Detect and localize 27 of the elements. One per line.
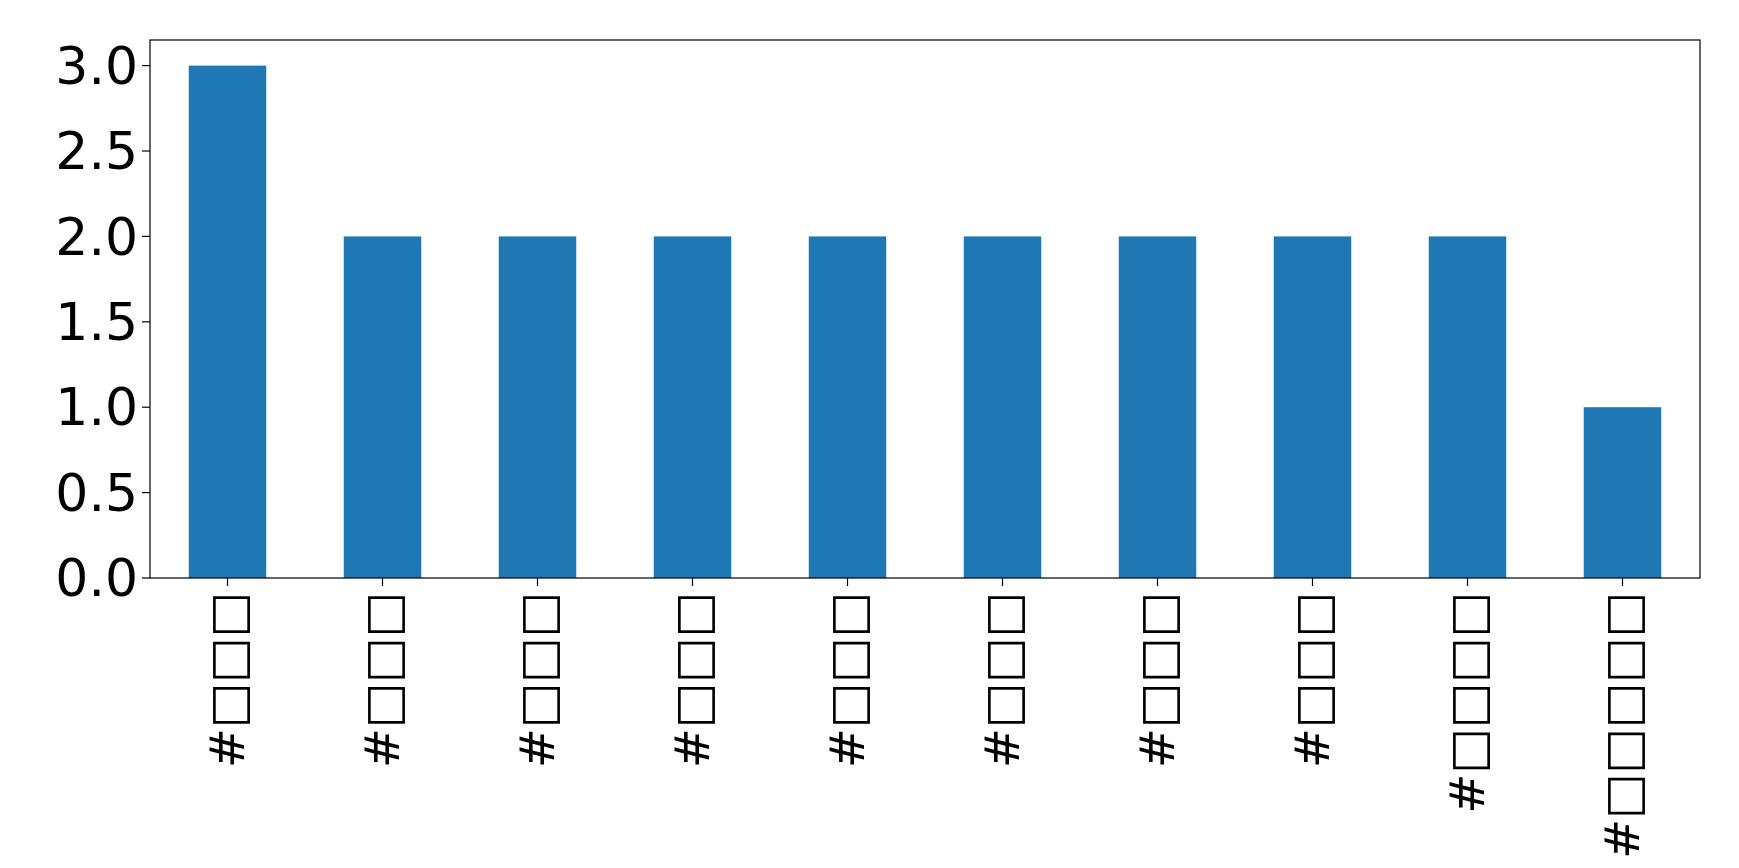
y-tick-label: 1.5 bbox=[55, 292, 138, 353]
x-tick-label: #□□□ bbox=[354, 592, 411, 769]
x-tick-label: #□□□□□ bbox=[1594, 592, 1651, 859]
bar bbox=[808, 236, 887, 578]
bar bbox=[653, 236, 732, 578]
bar bbox=[1583, 407, 1662, 578]
bar bbox=[343, 236, 422, 578]
x-tick-label: #□□□ bbox=[199, 592, 256, 769]
y-tick-label: 2.0 bbox=[55, 206, 138, 267]
bar bbox=[963, 236, 1042, 578]
x-tick-label: #□□□ bbox=[819, 592, 876, 769]
bar bbox=[188, 65, 267, 578]
x-tick-label: #□□□□ bbox=[1439, 592, 1496, 814]
y-tick-label: 2.5 bbox=[55, 121, 138, 182]
bar bbox=[498, 236, 577, 578]
bar bbox=[1428, 236, 1507, 578]
x-tick-label: #□□□ bbox=[509, 592, 566, 769]
y-tick-label: 0.5 bbox=[55, 462, 138, 523]
x-tick-label: #□□□ bbox=[974, 592, 1031, 769]
x-tick-label: #□□□ bbox=[664, 592, 721, 769]
y-tick-label: 1.0 bbox=[55, 377, 138, 438]
bar bbox=[1273, 236, 1352, 578]
x-tick-label: #□□□ bbox=[1284, 592, 1341, 769]
y-tick-label: 3.0 bbox=[55, 35, 138, 96]
bar bbox=[1118, 236, 1197, 578]
y-tick-label: 0.0 bbox=[55, 548, 138, 609]
x-tick-label: #□□□ bbox=[1129, 592, 1186, 769]
